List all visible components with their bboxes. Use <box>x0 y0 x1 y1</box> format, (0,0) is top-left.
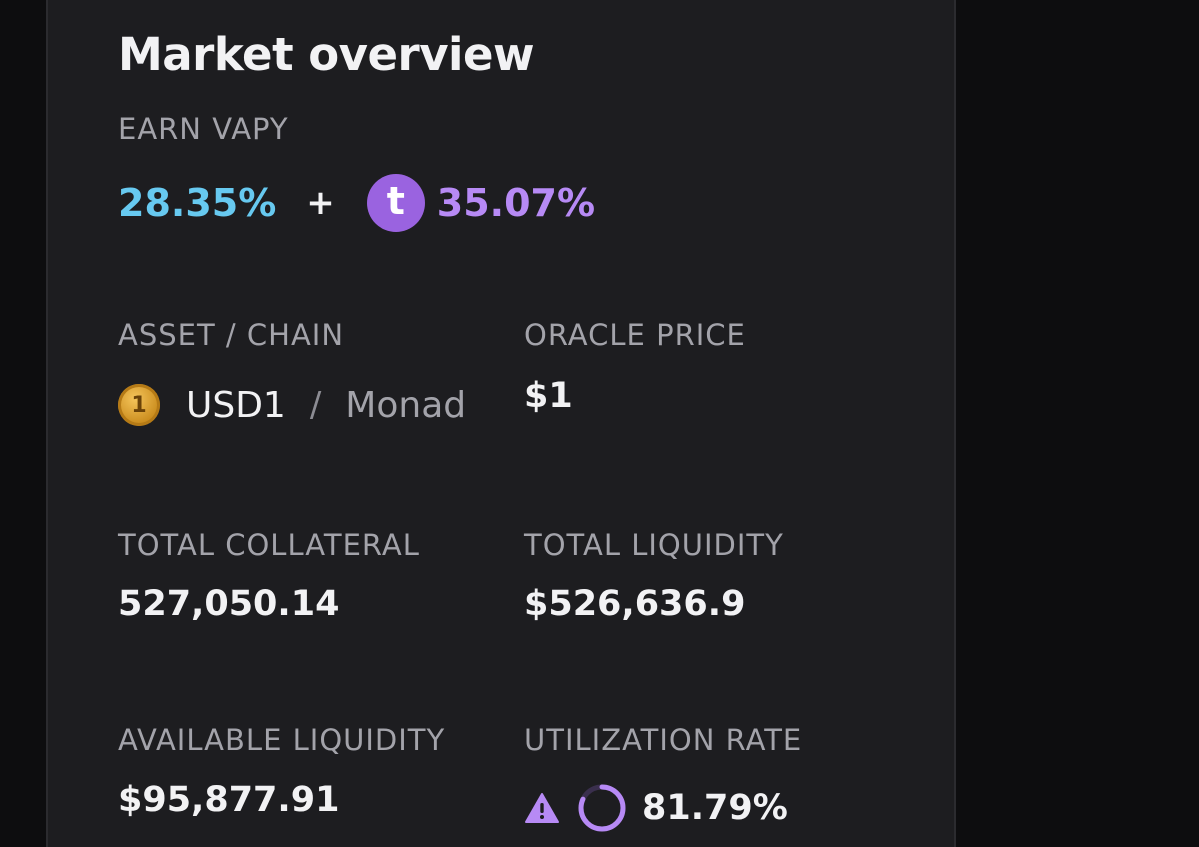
apy-plus-sign: + <box>306 183 335 223</box>
t-token-letter: t <box>386 179 405 223</box>
bonus-apy-value: 35.07% <box>436 181 596 225</box>
market-overview-card <box>46 0 956 847</box>
asset-name: USD1 <box>186 384 286 426</box>
available-liquidity-value: $95,877.91 <box>118 780 340 820</box>
earn-vapy-label: EARN VAPY <box>118 112 289 146</box>
base-apy-value: 28.35% <box>118 181 277 225</box>
oracle-price-value: $1 <box>524 376 573 416</box>
asset-chain-label: ASSET / CHAIN <box>118 318 345 352</box>
utilization-ring-icon <box>578 784 626 832</box>
utilization-rate-value: 81.79% <box>642 788 788 828</box>
warning-triangle-icon[interactable] <box>524 792 560 824</box>
usd1-coin-glyph: 1 <box>131 392 147 418</box>
usd1-coin-icon: 1 <box>118 384 160 426</box>
oracle-price-label: ORACLE PRICE <box>524 318 746 352</box>
total-collateral-value: 527,050.14 <box>118 584 340 624</box>
utilization-row: 81.79% <box>524 778 788 838</box>
available-liquidity-label: AVAILABLE LIQUIDITY <box>118 723 446 757</box>
utilization-rate-label: UTILIZATION RATE <box>524 723 803 757</box>
chain-name: Monad <box>345 384 467 426</box>
panel-title: Market overview <box>118 28 535 81</box>
total-collateral-label: TOTAL COLLATERAL <box>118 528 420 562</box>
total-liquidity-label: TOTAL LIQUIDITY <box>524 528 784 562</box>
asset-chain-separator: / <box>309 385 322 425</box>
total-liquidity-value: $526,636.9 <box>524 584 746 624</box>
t-token-icon[interactable]: t <box>366 174 425 232</box>
earn-apy-row: 28.35% + t 35.07% <box>118 172 595 234</box>
asset-chain-row: 1 USD1 / Monad <box>118 380 466 430</box>
